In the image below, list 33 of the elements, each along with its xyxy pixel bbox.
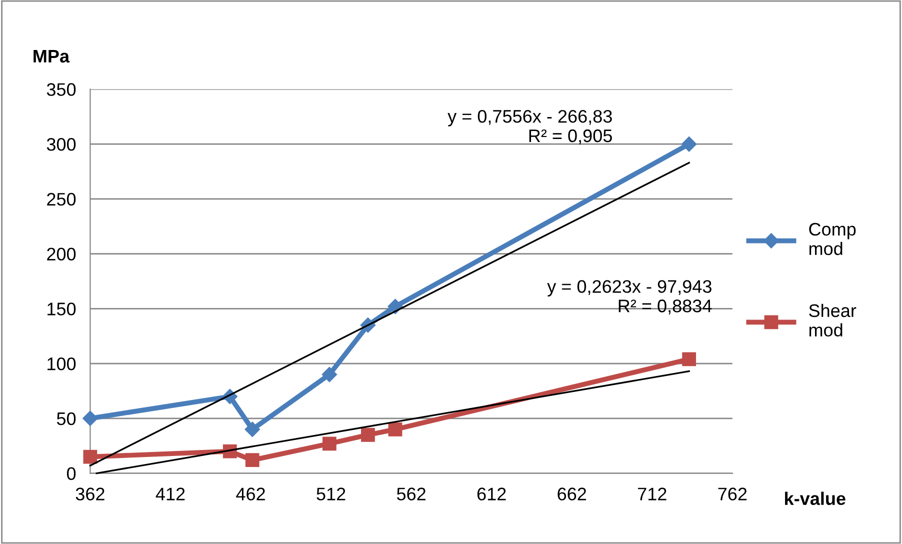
y-tick-label: 0 [66, 467, 76, 480]
point [322, 436, 336, 451]
point [322, 366, 337, 382]
point [361, 428, 375, 442]
point [83, 450, 98, 464]
x-tick-label: 612 [477, 488, 506, 500]
point [682, 136, 697, 152]
y-tick-label: 150 [48, 302, 76, 316]
legend-label: Comp mod [809, 222, 856, 256]
x-tick-label: 562 [396, 488, 426, 500]
point [82, 410, 98, 426]
annotation: y = 0,7556x - 266,83 R² = 0,905 [448, 110, 612, 144]
y-tick-label: 300 [46, 138, 76, 151]
x-axis-title: k-value [785, 492, 846, 506]
x-tick-label: 462 [236, 488, 265, 500]
x-tick-label: 662 [558, 488, 586, 500]
y-tick-label: 50 [56, 412, 76, 426]
y-tick-label: 100 [48, 357, 76, 370]
x-tick-label: 512 [316, 488, 346, 500]
x-tick-label: 762 [718, 488, 747, 500]
annotation: y = 0,2623x - 97,943 R² = 0,8834 [547, 280, 712, 314]
point [245, 453, 260, 468]
x-tick-label: 712 [638, 488, 666, 500]
x-tick-label: 412 [156, 488, 185, 500]
x-tick-label: 362 [76, 488, 104, 500]
legend-label: Shear mod [809, 304, 856, 337]
y-axis-title: MPa [34, 50, 70, 63]
point [682, 352, 696, 366]
point [388, 422, 402, 436]
point [244, 422, 260, 437]
y-tick-label: 250 [47, 192, 76, 206]
y-tick-label: 200 [47, 248, 76, 261]
y-tick-label: 350 [46, 83, 76, 96]
